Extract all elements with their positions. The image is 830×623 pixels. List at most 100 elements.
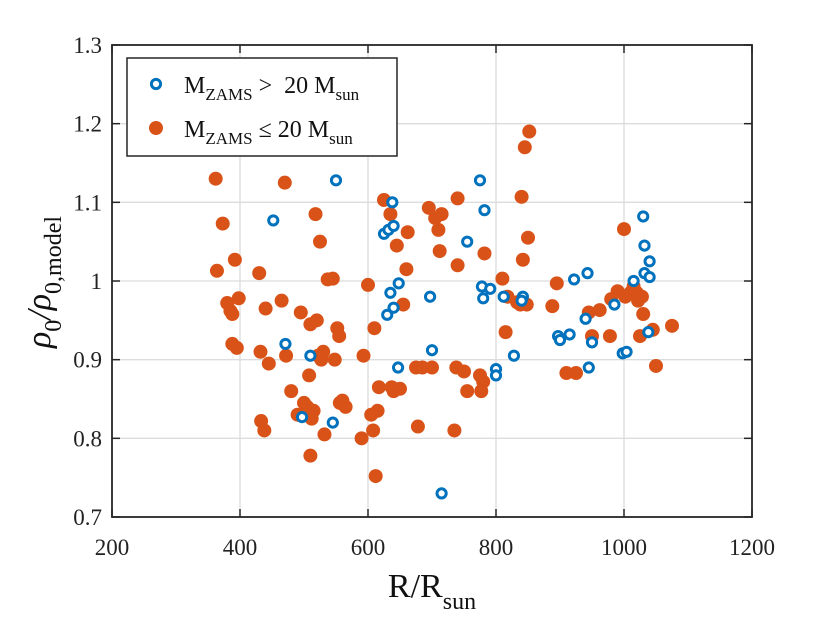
data-point-series-1 <box>384 286 397 299</box>
data-point-series-2 <box>549 276 564 291</box>
data-point-series-2 <box>400 225 415 240</box>
data-point-series-2 <box>399 262 414 277</box>
data-point-series-1 <box>497 290 510 303</box>
y-tick-label: 0.9 <box>73 348 102 373</box>
data-point-series-2 <box>227 252 242 267</box>
data-point-series-2 <box>366 423 381 438</box>
data-point-series-2 <box>569 366 583 381</box>
data-point-series-2 <box>302 368 317 383</box>
data-point-series-2 <box>545 299 560 314</box>
data-point-series-1 <box>461 235 474 248</box>
data-point-series-2 <box>317 427 332 442</box>
data-point-series-2 <box>649 358 663 373</box>
data-point-series-2 <box>257 423 272 438</box>
data-point-series-2 <box>225 307 240 322</box>
data-point-series-2 <box>602 329 617 344</box>
legend-2-sub: sun <box>329 129 353 148</box>
data-point-series-2 <box>421 200 436 215</box>
x-axis-label-sub: sun <box>443 589 476 615</box>
x-tick-label: 400 <box>223 535 258 560</box>
x-axis-label-main: R/R <box>388 568 443 605</box>
y-axis-label: ρ0/ρ0,model <box>21 216 67 349</box>
x-axis-label: R/Rsun <box>388 568 476 615</box>
data-point-series-1 <box>326 416 339 429</box>
data-point-series-1 <box>637 210 650 223</box>
y-tick-label: 1 <box>91 269 103 294</box>
data-point-series-1 <box>387 219 400 233</box>
data-point-series-2 <box>209 263 224 278</box>
data-point-series-2 <box>354 431 369 446</box>
data-point-series-1 <box>642 326 655 339</box>
data-point-series-2 <box>432 244 447 259</box>
data-point-series-1 <box>295 410 309 424</box>
x-tick-label: 800 <box>479 535 514 560</box>
data-point-series-2 <box>316 344 331 359</box>
x-tick-label: 600 <box>351 535 386 560</box>
data-point-series-1 <box>643 255 656 268</box>
legend-2-m: M <box>184 117 205 143</box>
data-point-series-2 <box>252 266 267 281</box>
x-tick-label: 1000 <box>601 535 647 560</box>
data-point-series-2 <box>277 175 292 190</box>
data-point-series-2 <box>434 207 449 222</box>
data-point-series-2 <box>460 384 475 399</box>
data-point-series-2 <box>279 348 294 363</box>
legend: MZAMS > 20 Msun MZAMS ≤ 20 Msun <box>126 57 398 157</box>
data-point-series-2 <box>367 321 382 336</box>
data-point-series-1 <box>381 308 394 321</box>
data-point-series-2 <box>361 277 375 292</box>
data-point-series-2 <box>303 448 318 463</box>
data-point-series-1 <box>304 349 317 362</box>
data-point-series-1 <box>563 328 576 341</box>
y-tick-label: 1.2 <box>73 112 102 137</box>
data-point-series-1 <box>387 301 400 314</box>
legend-2-op: ≤ 20 M <box>253 117 330 143</box>
data-point-series-2 <box>371 380 386 395</box>
legend-entry-series-1: MZAMS > 20 Msun <box>184 73 360 104</box>
data-point-series-1 <box>643 270 656 284</box>
legend-box <box>126 57 398 157</box>
data-point-series-1 <box>507 349 521 362</box>
data-point-series-2 <box>274 293 289 308</box>
data-point-series-2 <box>634 289 649 304</box>
data-point-series-1 <box>435 487 448 500</box>
data-point-series-2 <box>396 297 411 312</box>
data-point-series-2 <box>308 207 323 222</box>
data-point-series-2 <box>450 258 465 273</box>
data-point-series-2 <box>592 303 607 318</box>
legend-1-sub: sun <box>335 85 359 104</box>
data-point-series-2 <box>332 329 347 344</box>
data-point-series-2 <box>356 348 371 363</box>
data-point-series-1 <box>391 361 405 374</box>
data-point-series-2 <box>325 271 340 286</box>
y-tick-label: 1.3 <box>73 33 102 58</box>
data-point-series-1 <box>279 337 292 351</box>
data-point-series-2 <box>636 307 651 322</box>
data-point-series-2 <box>495 271 510 286</box>
x-tick-label: 1200 <box>729 535 775 560</box>
data-point-series-1 <box>477 292 490 305</box>
data-point-series-2 <box>208 171 223 186</box>
data-point-series-2 <box>517 140 532 155</box>
data-point-series-2 <box>229 340 244 355</box>
data-point-series-1 <box>423 290 437 303</box>
legend-marker-series-2 <box>149 121 163 135</box>
legend-1-op: > 20 M <box>253 73 336 99</box>
legend-1-msub: ZAMS <box>205 85 252 104</box>
data-point-series-1 <box>515 294 528 307</box>
data-point-series-2 <box>338 399 353 414</box>
data-point-series-2 <box>258 301 273 316</box>
data-point-series-2 <box>306 403 321 418</box>
data-point-series-2 <box>383 207 398 222</box>
y-tick-label: 0.8 <box>73 426 102 451</box>
data-point-series-2 <box>665 318 679 333</box>
data-point-series-1 <box>478 204 491 217</box>
y-axis-label-main: ρ <box>21 332 58 349</box>
data-point-series-1 <box>386 196 399 209</box>
data-point-series-1 <box>581 267 594 280</box>
data-point-series-1 <box>553 333 567 347</box>
data-point-series-2 <box>476 374 491 389</box>
data-point-series-2 <box>559 366 574 381</box>
axis-ticks <box>111 44 753 518</box>
data-point-series-2 <box>389 238 404 253</box>
